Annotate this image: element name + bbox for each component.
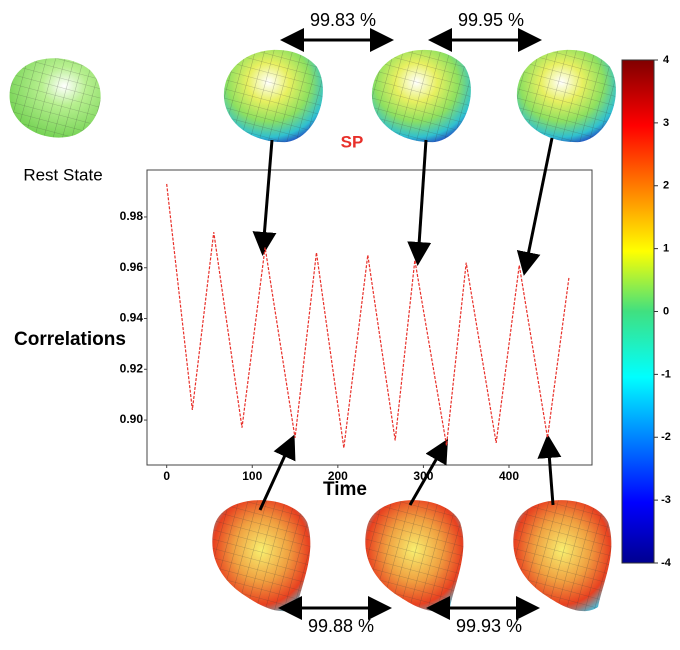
chart-title: SP: [341, 132, 364, 151]
x-tick-label: 100: [242, 469, 262, 483]
line-series: [166, 183, 570, 449]
colorbar-tick-label: -2: [661, 431, 671, 443]
colorbar-tick-label: 3: [663, 117, 669, 129]
top-heart: [371, 49, 471, 143]
bottom-heart: [365, 500, 464, 612]
colorbar-tick-label: 1: [663, 243, 669, 255]
y-tick-label: 0.96: [120, 260, 144, 274]
arrows: [252, 28, 562, 620]
bottom-heart: [212, 500, 311, 612]
colorbar-tick-label: -1: [661, 368, 671, 380]
annotation: 99.93 %: [456, 616, 522, 636]
x-tick-label: 400: [499, 469, 519, 483]
colorbar-tick-label: 4: [663, 54, 670, 66]
bottom-heart: [513, 500, 612, 612]
plot-frame: [146, 169, 593, 466]
x-tick-label: 200: [328, 469, 348, 483]
y-tick-label: 0.92: [120, 361, 144, 375]
top-heart: [516, 49, 616, 143]
colorbar-tick-label: -3: [661, 494, 671, 506]
x-tick-label: 300: [413, 469, 433, 483]
annotation: 99.88 %: [308, 616, 374, 636]
y-tick-label: 0.90: [120, 412, 144, 426]
annotation: Rest State: [23, 165, 102, 184]
rest-heart: [9, 58, 101, 138]
colorbar: [621, 59, 655, 564]
y-tick-label: 0.98: [120, 209, 144, 223]
annotation: 99.83 %: [310, 10, 376, 30]
y-axis-label: Correlations: [14, 329, 126, 350]
annotation: 99.95 %: [458, 10, 524, 30]
y-tick-label: 0.94: [120, 311, 144, 325]
x-tick-label: 0: [163, 469, 170, 483]
top-heart: [223, 49, 323, 143]
hearts: [9, 49, 616, 612]
colorbar-tick-label: 2: [663, 180, 669, 192]
colorbar-tick-label: -4: [661, 557, 672, 569]
colorbar-tick-label: 0: [663, 305, 669, 317]
x-axis-label: Time: [323, 479, 367, 500]
